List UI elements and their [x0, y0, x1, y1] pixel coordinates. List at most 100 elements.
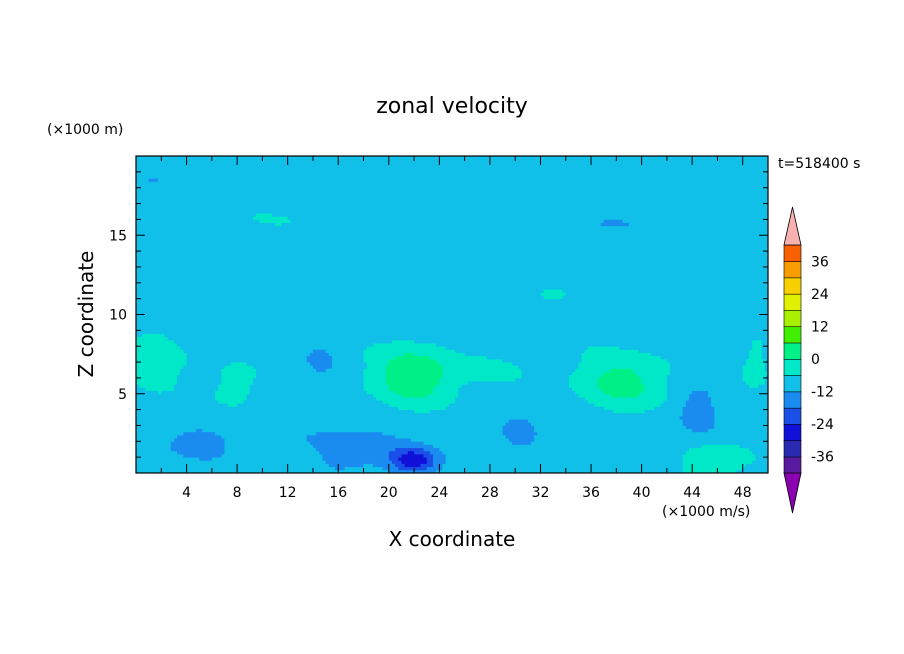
- heatmap-cell: [572, 416, 576, 420]
- heatmap-cell: [676, 451, 680, 455]
- heatmap-cell: [746, 406, 750, 410]
- heatmap-cell: [680, 435, 684, 439]
- heatmap-cell: [468, 422, 472, 426]
- heatmap-cell: [667, 425, 671, 429]
- heatmap-cell: [642, 457, 646, 461]
- heatmap-cell: [698, 467, 702, 471]
- heatmap-cell: [417, 403, 421, 407]
- heatmap-cell: [493, 467, 497, 471]
- heatmap-cell: [307, 422, 311, 426]
- heatmap-cell: [559, 400, 563, 404]
- heatmap-cell: [433, 467, 437, 471]
- heatmap-cell: [247, 451, 251, 455]
- heatmap-cell: [206, 448, 210, 452]
- heatmap-cell: [512, 444, 516, 448]
- heatmap-cell: [452, 416, 456, 420]
- heatmap-cell: [642, 435, 646, 439]
- heatmap-cell: [657, 460, 661, 464]
- heatmap-cell: [322, 394, 326, 398]
- heatmap-cell: [477, 403, 481, 407]
- heatmap-cell: [556, 429, 560, 433]
- heatmap-cell: [155, 463, 159, 467]
- heatmap-cell: [212, 429, 216, 433]
- heatmap-cell: [461, 422, 465, 426]
- heatmap-cell: [281, 425, 285, 429]
- heatmap-cell: [218, 454, 222, 458]
- heatmap-cell: [152, 463, 156, 467]
- heatmap-cell: [322, 444, 326, 448]
- heatmap-cell: [401, 444, 405, 448]
- heatmap-cell: [152, 448, 156, 452]
- heatmap-cell: [515, 403, 519, 407]
- heatmap-cell: [278, 444, 282, 448]
- heatmap-cell: [199, 438, 203, 442]
- heatmap-cell: [727, 425, 731, 429]
- heatmap-cell: [310, 463, 314, 467]
- heatmap-cell: [509, 429, 513, 433]
- heatmap-cell: [461, 463, 465, 467]
- heatmap-cell: [449, 403, 453, 407]
- heatmap-cell: [414, 422, 418, 426]
- heatmap-cell: [224, 441, 228, 445]
- heatmap-cell: [373, 410, 377, 414]
- heatmap-cell: [174, 419, 178, 423]
- heatmap-cell: [392, 406, 396, 410]
- heatmap-cell: [525, 463, 529, 467]
- heatmap-cell: [168, 432, 172, 436]
- heatmap-cell: [657, 397, 661, 401]
- heatmap-cell: [518, 467, 522, 471]
- heatmap-cell: [149, 448, 153, 452]
- heatmap-cell: [300, 394, 304, 398]
- heatmap-cell: [635, 406, 639, 410]
- heatmap-cell: [190, 467, 194, 471]
- heatmap-cell: [490, 425, 494, 429]
- heatmap-cell: [253, 463, 257, 467]
- heatmap-cell: [392, 416, 396, 420]
- heatmap-cell: [345, 416, 349, 420]
- heatmap-cell: [759, 425, 763, 429]
- heatmap-cell: [379, 460, 383, 464]
- heatmap-cell: [408, 432, 412, 436]
- heatmap-cell: [522, 460, 526, 464]
- heatmap-cell: [594, 425, 598, 429]
- heatmap-cell: [430, 451, 434, 455]
- heatmap-cell: [401, 410, 405, 414]
- heatmap-cell: [717, 454, 721, 458]
- heatmap-cell: [398, 400, 402, 404]
- heatmap-cell: [607, 432, 611, 436]
- heatmap-cell: [468, 406, 472, 410]
- heatmap-cell: [253, 457, 257, 461]
- heatmap-cell: [759, 448, 763, 452]
- heatmap-cell: [439, 451, 443, 455]
- heatmap-cell: [322, 463, 326, 467]
- heatmap-cell: [525, 448, 529, 452]
- heatmap-cell: [338, 444, 342, 448]
- heatmap-cell: [503, 406, 507, 410]
- heatmap-cell: [553, 463, 557, 467]
- heatmap-cell: [556, 441, 560, 445]
- heatmap-cell: [224, 467, 228, 471]
- heatmap-cell: [316, 406, 320, 410]
- heatmap-cell: [531, 463, 535, 467]
- heatmap-cell: [155, 467, 159, 471]
- heatmap-cell: [266, 394, 270, 398]
- heatmap-cell: [759, 432, 763, 436]
- heatmap-cell: [405, 467, 409, 471]
- heatmap-cell: [436, 410, 440, 414]
- heatmap-cell: [158, 444, 162, 448]
- heatmap-cell: [360, 400, 364, 404]
- heatmap-cell: [417, 451, 421, 455]
- heatmap-cell: [613, 460, 617, 464]
- heatmap-cell: [547, 448, 551, 452]
- heatmap-cell: [285, 435, 289, 439]
- heatmap-cell: [638, 422, 642, 426]
- heatmap-cell: [231, 432, 235, 436]
- heatmap-cell: [585, 422, 589, 426]
- heatmap-cell: [680, 397, 684, 401]
- heatmap-cell: [345, 448, 349, 452]
- heatmap-cell: [553, 410, 557, 414]
- heatmap-cell: [351, 448, 355, 452]
- heatmap-cell: [171, 422, 175, 426]
- heatmap-cell: [604, 422, 608, 426]
- heatmap-cell: [345, 413, 349, 417]
